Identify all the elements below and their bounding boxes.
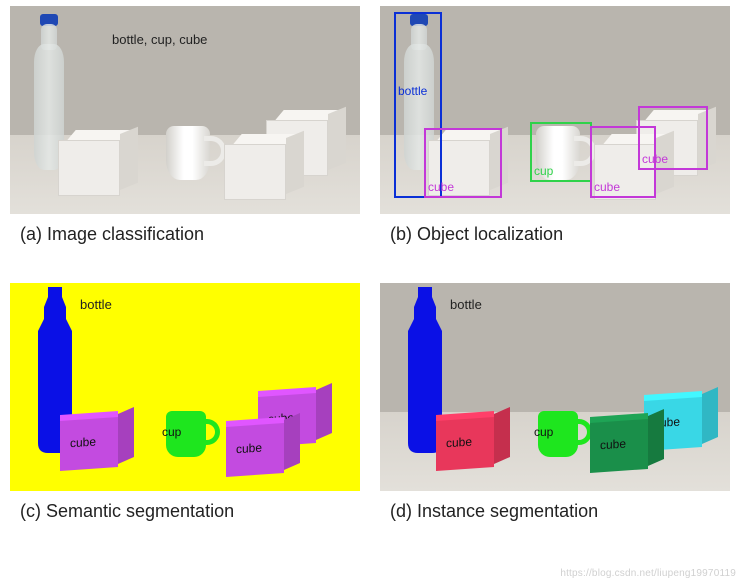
panel-a-caption: (a) Image classification [10, 214, 360, 247]
panel-d: bottle cube cube cup cube (d) Instance s… [380, 283, 730, 554]
bbox-label: cube [428, 180, 454, 194]
panel-d-caption: (d) Instance segmentation [380, 491, 730, 524]
bottle-label: bottle [450, 297, 482, 312]
panel-a-image: bottle, cup, cube [10, 6, 360, 214]
watermark: https://blog.csdn.net/liupeng19970119 [560, 568, 736, 579]
cup-photo [166, 126, 224, 182]
panel-b-image: bottle cube cup cube cube [380, 6, 730, 214]
panel-c-image: bottle cube cup cube cube [10, 283, 360, 491]
figure-grid: bottle, cup, cube (a) Image classificati… [0, 0, 740, 560]
bottle-label: bottle [80, 297, 112, 312]
panel-b: bottle cube cup cube cube (b) Object loc… [380, 6, 730, 277]
panel-d-image: bottle cube cube cup cube [380, 283, 730, 491]
classification-label: bottle, cup, cube [112, 32, 207, 47]
bbox-label: cube [594, 180, 620, 194]
cube-photo [224, 134, 302, 202]
panel-c: bottle cube cup cube cube (c) Semantic s… [10, 283, 360, 554]
cube-photo [58, 130, 136, 198]
panel-c-caption: (c) Semantic segmentation [10, 491, 360, 524]
bbox-cup: cup [530, 122, 592, 182]
bbox-cube: cube [424, 128, 502, 198]
bbox-label: cup [534, 164, 553, 178]
panel-a: bottle, cup, cube (a) Image classificati… [10, 6, 360, 277]
bbox-cube: cube [638, 106, 708, 170]
panel-b-caption: (b) Object localization [380, 214, 730, 247]
bbox-label: cube [642, 152, 668, 166]
bbox-label: bottle [398, 84, 427, 98]
